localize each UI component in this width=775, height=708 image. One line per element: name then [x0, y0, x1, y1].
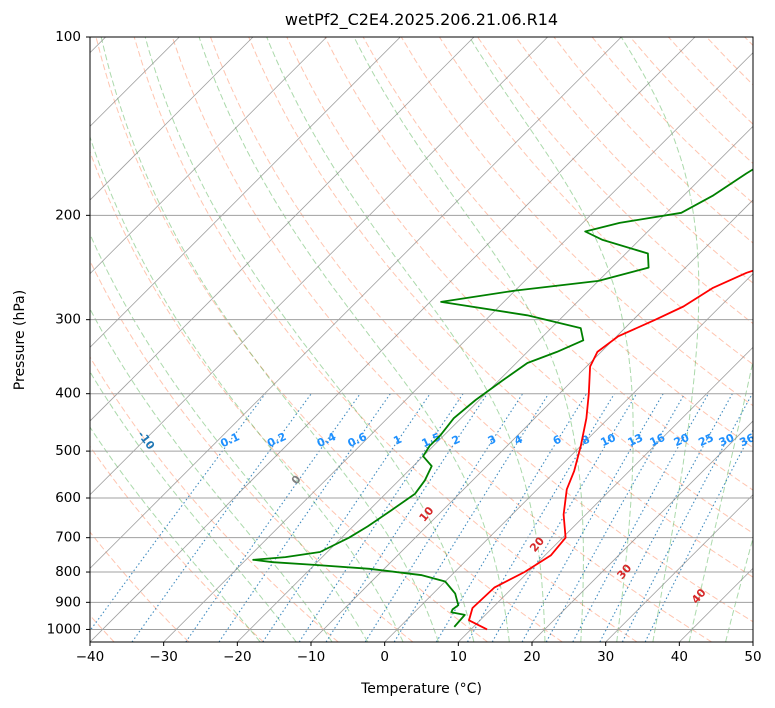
x-tick-label: −10 [297, 649, 326, 665]
isotherm [163, 52, 753, 642]
x-tick-label: 50 [744, 649, 761, 665]
isotherm [237, 125, 753, 642]
x-tick-label: 0 [380, 649, 389, 665]
isotherm [90, 37, 548, 496]
y-tick-label: 200 [55, 207, 81, 223]
dry-adiabat [248, 37, 753, 578]
dry-adiabat [438, 37, 753, 366]
dry-adiabat [90, 356, 339, 642]
moist-adiabat [266, 37, 546, 642]
dry-adiabat [171, 37, 712, 642]
isotherm [90, 37, 622, 569]
profiles [252, 168, 753, 631]
dry-adiabat [133, 37, 638, 642]
temperature-profile [468, 269, 753, 631]
y-tick-label: 400 [55, 386, 81, 402]
mixing-ratio-line [262, 393, 431, 642]
dry-adiabat [90, 445, 264, 642]
dry-adiabat [95, 37, 563, 642]
mixing-ratio-line [467, 393, 615, 642]
y-tick-label: 500 [55, 443, 81, 459]
moist-adiabat [198, 37, 510, 642]
plot-background [90, 37, 753, 642]
isotherm [90, 37, 696, 642]
x-tick-label: 40 [671, 649, 688, 665]
mixing-ratio-label: 20 [672, 431, 692, 449]
y-tick-label: 700 [55, 530, 81, 546]
x-tick-label: 10 [450, 649, 467, 665]
y-axis-label: Pressure (hPa) [12, 290, 28, 390]
x-tick-label: 20 [523, 649, 540, 665]
isotherm [90, 37, 401, 348]
mixing-ratio-line [435, 393, 587, 642]
moist-adiabat [620, 37, 700, 642]
dry-adiabat [90, 531, 190, 642]
mixing-ratio-line [545, 393, 686, 642]
x-tick-label: 30 [597, 649, 614, 665]
isotherm [458, 346, 753, 642]
y-tick-label: 1000 [47, 621, 81, 637]
x-tick-label: −30 [149, 649, 178, 665]
axes: −40 −30 −20 −10 0 10 20 30 40 50 100 200 300 400 500 60… [47, 29, 762, 665]
moist-adiabat [90, 370, 297, 642]
isotherm [605, 494, 753, 642]
mixing-ratio-label: 36 [737, 431, 757, 449]
y-tick-label: 800 [55, 564, 81, 580]
chart-title: wetPf2_C2E4.2025.206.21.06.R14 [285, 10, 558, 30]
mixing-ratio-line [393, 393, 550, 642]
y-tick-label: 100 [55, 29, 81, 45]
moist-adiabat [144, 37, 475, 642]
dry-adiabat-label: -30 [0, 363, 1, 387]
moist-adiabat [353, 37, 584, 642]
dry-adiabat [90, 150, 488, 642]
mixing-ratio-label: 10 [598, 431, 618, 449]
mixing-ratio-line [521, 393, 664, 642]
x-tick-label: −20 [223, 649, 252, 665]
isotherm [90, 37, 475, 422]
mixing-ratio-line [325, 393, 488, 642]
y-tick-label: 900 [55, 594, 81, 610]
mixing-ratio-line [644, 428, 753, 642]
moist-adiabat [90, 135, 404, 642]
moist-adiabat [90, 426, 261, 642]
x-tick-label: −40 [76, 649, 105, 665]
moist-adiabat [688, 358, 753, 642]
isotherm [90, 37, 327, 275]
x-axis-label: Temperature (°C) [360, 681, 482, 697]
dry-adiabat [515, 37, 753, 284]
isotherm [384, 273, 753, 642]
mixing-ratio-line [572, 393, 709, 642]
mixing-ratio-line [131, 393, 312, 642]
mixing-ratio-label: 25 [696, 431, 715, 449]
moist-adiabat [100, 37, 439, 642]
mixing-ratio-label: 16 [648, 431, 668, 449]
isotherm [752, 641, 753, 642]
dry-adiabat-label: -20 [57, 400, 79, 424]
mixing-ratio-line [298, 393, 464, 642]
plot-frame [89, 36, 754, 643]
mixing-ratio-line [491, 393, 637, 642]
isotherm [531, 420, 753, 642]
dry-adiabat [210, 37, 753, 623]
isotherm [90, 37, 254, 201]
y-tick-label: 300 [55, 312, 81, 328]
mixing-ratio-label: 13 [626, 431, 645, 449]
background-lines [90, 37, 753, 642]
y-tick-label: 600 [55, 490, 81, 506]
dewpoint-profile [252, 168, 753, 628]
mixing-ratio-line [364, 393, 524, 642]
moist-adiabat [90, 232, 369, 642]
mixing-ratio-label: 30 [717, 431, 737, 449]
